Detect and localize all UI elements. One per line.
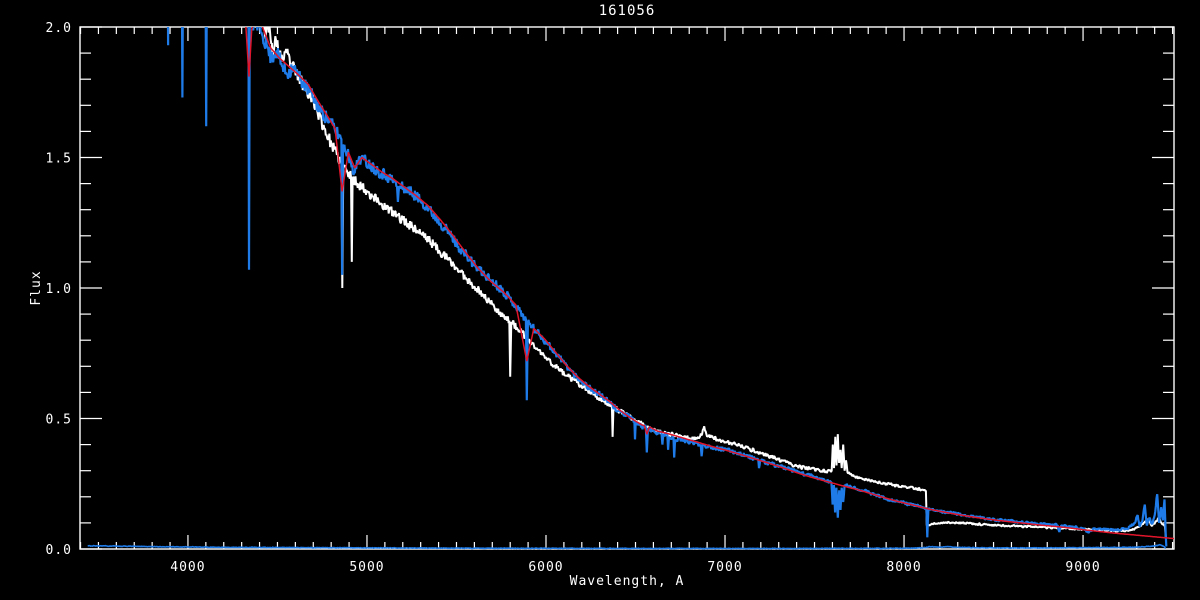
plot-title: 161056 <box>599 3 656 19</box>
series-target-spectrum-blue <box>166 27 1168 547</box>
x-tick-label: 8000 <box>886 560 921 575</box>
y-tick-label: 0.0 <box>46 543 72 558</box>
y-tick-label: 1.0 <box>46 282 72 297</box>
x-tick-label: 5000 <box>349 560 384 575</box>
x-tick-label: 9000 <box>1065 560 1100 575</box>
y-tick-label: 0.5 <box>46 413 72 428</box>
axes: 4000 5000 6000 7000 8000 9000 0.0 0.5 1.0 1.5 2.0 <box>46 21 1175 575</box>
series-continuum-fit-red <box>245 27 1175 540</box>
y-axis-label: Flux <box>29 270 44 305</box>
plot-frame <box>79 26 1175 550</box>
x-tick-label: 7000 <box>707 560 742 575</box>
spectra-series <box>87 27 1175 550</box>
axis-labels: 161056 Wavelength, A Flux <box>29 3 685 589</box>
y-tick-label: 1.5 <box>46 152 72 167</box>
y-tick-label: 2.0 <box>46 21 72 36</box>
series-reference-spectrum-white <box>263 27 1167 539</box>
x-tick-label: 6000 <box>528 560 563 575</box>
x-tick-label: 4000 <box>170 560 205 575</box>
series-sky-background-blue <box>87 543 1167 550</box>
x-axis-label: Wavelength, A <box>570 574 685 589</box>
